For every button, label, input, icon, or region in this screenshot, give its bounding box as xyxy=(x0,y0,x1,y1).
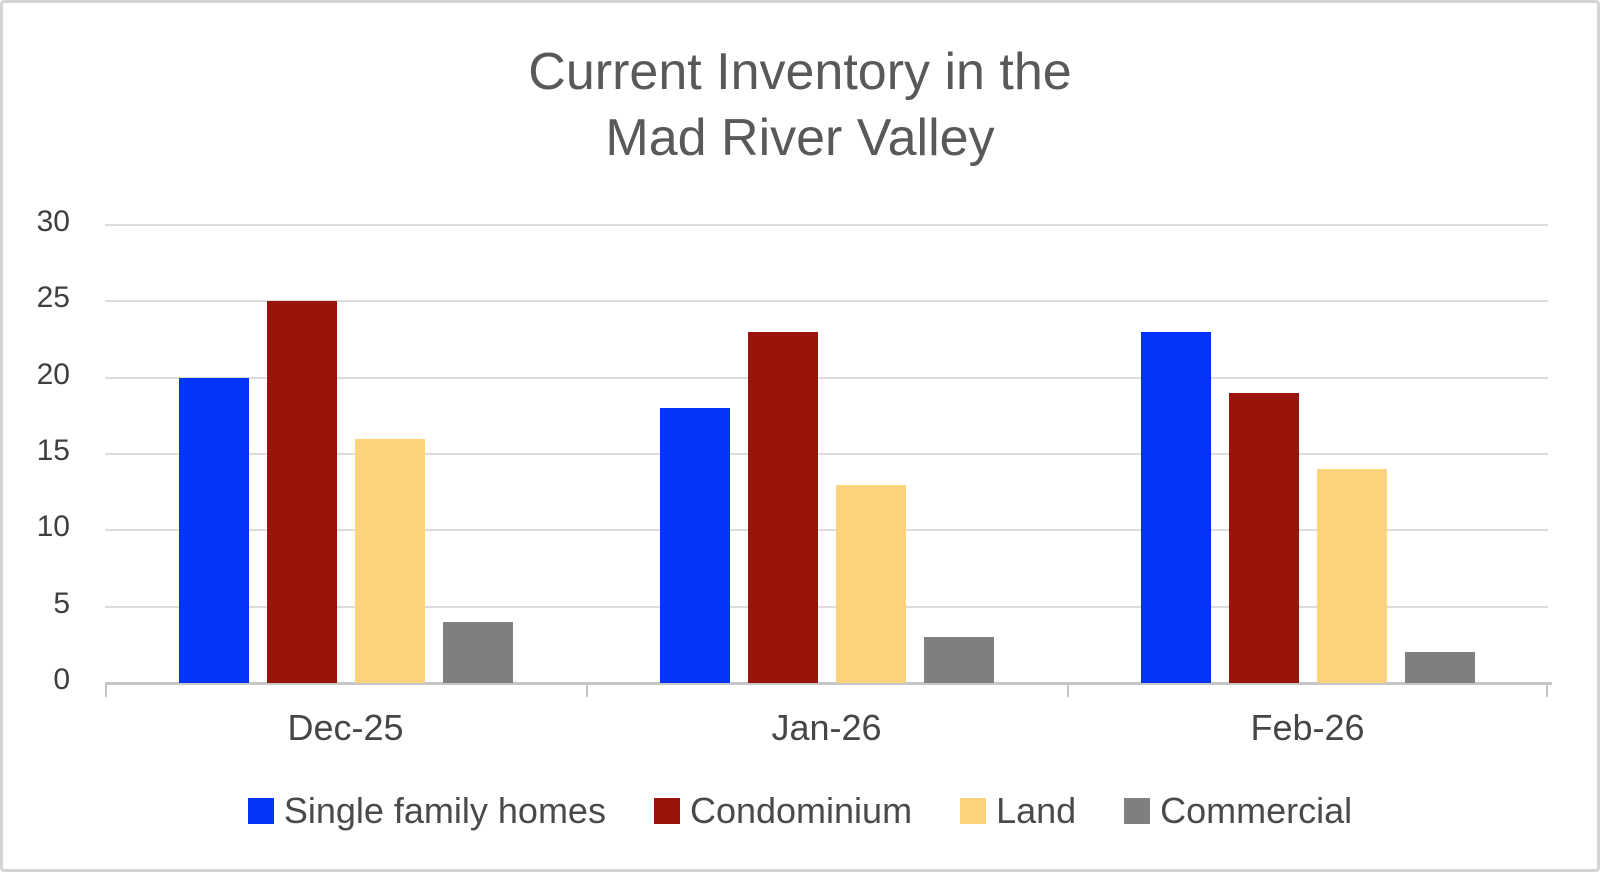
gridline xyxy=(105,376,1548,379)
legend-swatch-icon xyxy=(960,798,987,824)
legend-swatch-icon xyxy=(1124,798,1151,824)
x-axis-tick xyxy=(1546,683,1548,697)
legend-item-commercial: Commercial xyxy=(1124,791,1352,831)
bar-land-dec-25 xyxy=(354,438,425,683)
legend-item-condominium: Condominium xyxy=(653,790,913,831)
chart-title: Current Inventory in the Mad River Valle… xyxy=(3,39,1597,171)
gridline xyxy=(105,300,1548,303)
legend-swatch-icon xyxy=(653,798,680,824)
x-axis-tick xyxy=(1067,683,1069,697)
chart-title-line-2: Mad River Valley xyxy=(605,109,995,167)
gridline xyxy=(105,605,1548,608)
legend: Single family homes Condominium Land Commer… xyxy=(3,791,1597,831)
bar-commercial-dec-25 xyxy=(442,621,513,683)
bar-condominium-feb-26 xyxy=(1228,392,1299,683)
x-axis-tick xyxy=(105,683,107,697)
bar-land-jan-26 xyxy=(835,484,906,683)
bar-commercial-jan-26 xyxy=(923,637,994,683)
y-axis-label: 15 xyxy=(36,434,70,467)
bar-condominium-dec-25 xyxy=(266,301,337,683)
x-axis-label: Dec-25 xyxy=(287,707,404,748)
bar-single-family-homes-jan-26 xyxy=(659,408,730,683)
x-axis-tick xyxy=(586,683,588,697)
bar-single-family-homes-feb-26 xyxy=(1140,331,1211,683)
legend-item-land: Land xyxy=(960,791,1076,831)
bar-commercial-feb-26 xyxy=(1404,652,1475,683)
bar-land-feb-26 xyxy=(1316,469,1387,683)
x-axis-line xyxy=(105,682,1552,685)
chart-title-line-1: Current Inventory in the xyxy=(528,43,1072,101)
bar-single-family-homes-dec-25 xyxy=(178,377,249,683)
legend-label: Single family homes xyxy=(283,790,606,831)
bar-condominium-jan-26 xyxy=(747,331,818,683)
legend-label: Land xyxy=(996,790,1077,831)
legend-item-single-family-homes: Single family homes xyxy=(247,790,606,831)
legend-label: Commercial xyxy=(1160,790,1353,831)
plot-area: 0 5 10 15 20 25 30 Dec-25 Jan-26 Feb-26 xyxy=(3,3,1597,869)
x-axis-label: Jan-26 xyxy=(771,707,882,748)
x-axis-label: Feb-26 xyxy=(1250,707,1365,748)
gridline xyxy=(105,529,1548,532)
y-axis-label: 5 xyxy=(53,586,70,620)
y-axis-label: 0 xyxy=(53,663,70,696)
y-axis-label: 25 xyxy=(36,281,70,315)
legend-swatch-icon xyxy=(247,798,274,824)
y-axis-label: 10 xyxy=(36,510,70,544)
gridline xyxy=(105,224,1548,226)
y-axis-label: 20 xyxy=(36,357,70,391)
y-axis-label: 30 xyxy=(36,205,70,238)
legend-label: Condominium xyxy=(689,790,913,831)
gridline xyxy=(105,453,1548,455)
